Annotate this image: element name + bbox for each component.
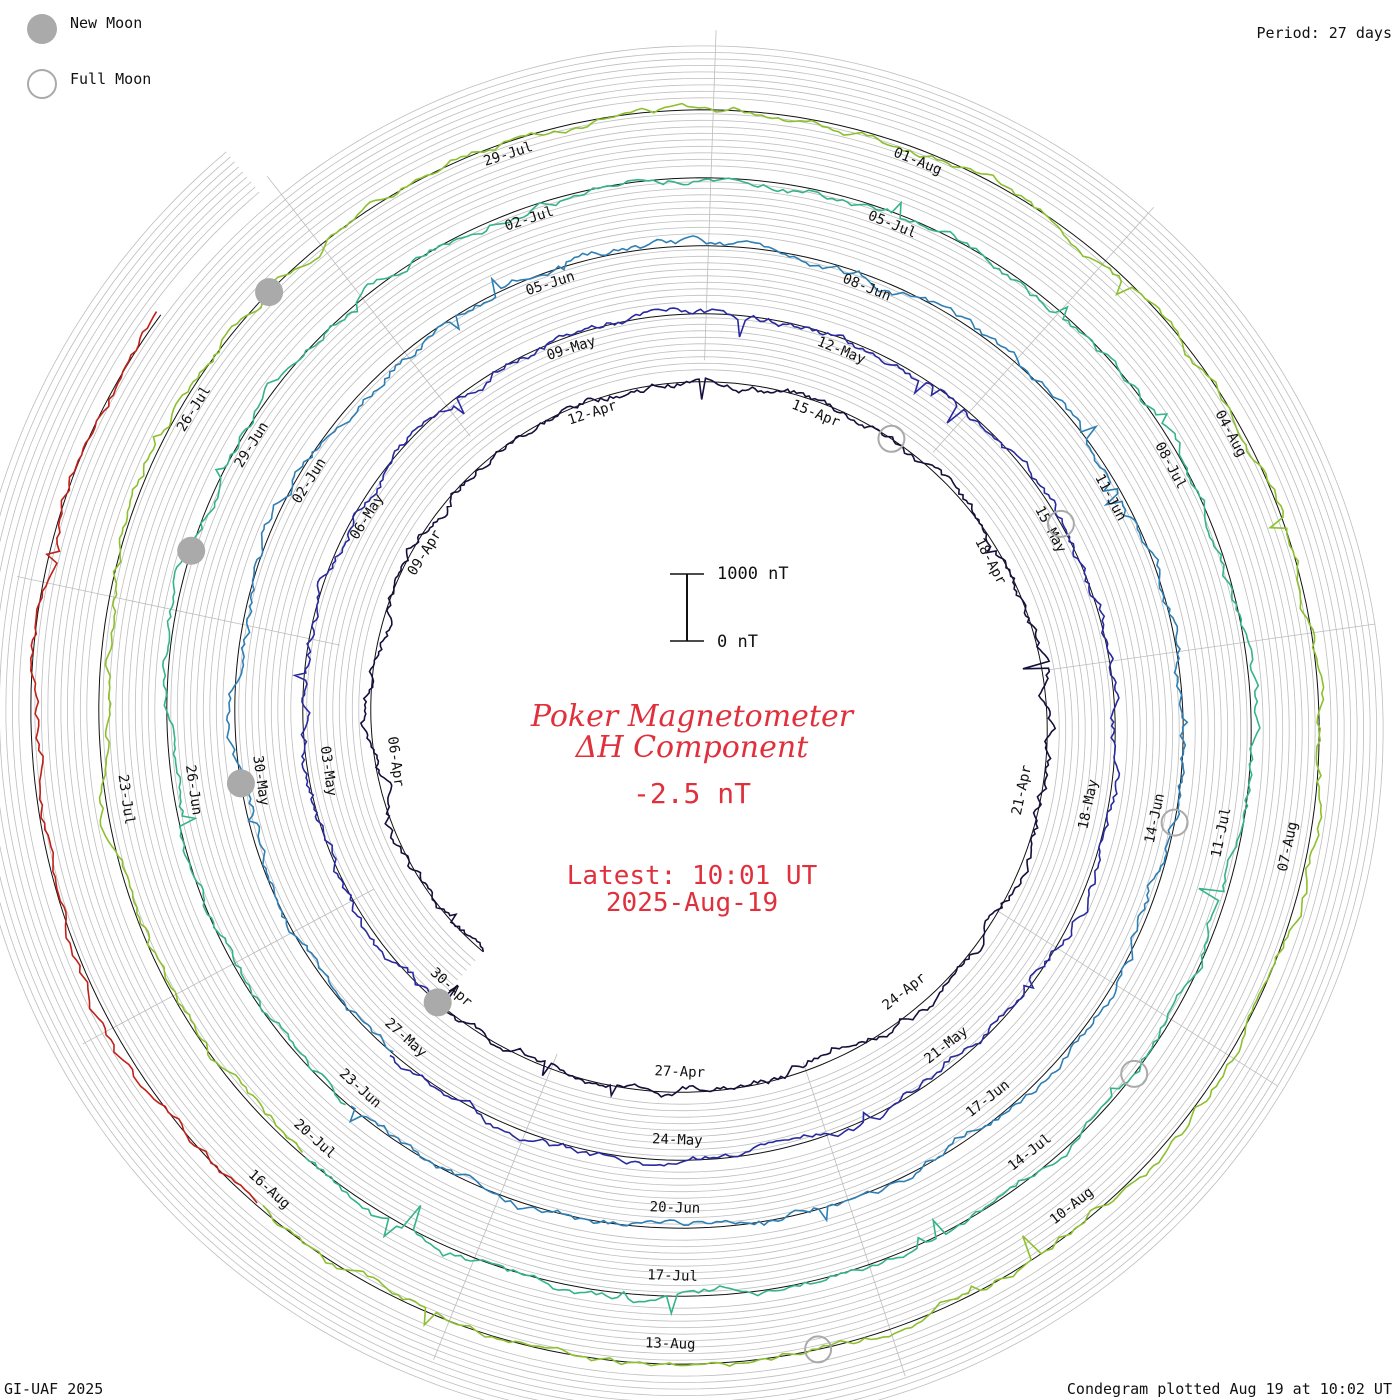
full-moon-marker [1160,808,1189,837]
date-label: 06-Apr [384,735,407,787]
grid-spiral [0,45,1384,1400]
date-label: 17-Jul [647,1267,698,1285]
date-label: 30-May [249,754,272,806]
date-label: 08-Jun [840,271,893,305]
grid-spiral [5,84,1345,1390]
new-moon-marker [226,769,255,798]
grid-spoke [16,576,340,646]
footer-plotted: Condegram plotted Aug 19 at 10:02 UT [1067,1380,1392,1398]
date-label: 13-Aug [645,1335,696,1353]
full-moon-marker [877,424,906,453]
scale-bar: 1000 nT 0 nT [670,564,789,652]
trace-5 [98,102,1325,1367]
chart-title-line2: ΔH Component [575,730,809,765]
date-label: 23-Jul [115,773,138,825]
date-label: 01-Aug [891,145,944,179]
trace-4 [161,177,1261,1317]
grid-spiral [0,71,1358,1400]
date-label: 11-Jul [1208,806,1234,859]
date-label: 27-Apr [654,1063,705,1081]
full-moon-marker [1120,1059,1149,1088]
new-moon-legend-label: New Moon [70,14,142,32]
new-moon-marker [255,278,284,307]
new-moon-marker [177,536,206,565]
grid-spoke [704,30,717,361]
date-label: 12-Apr [566,398,619,429]
grid-spoke [1048,623,1376,671]
footer-credit: GI-UAF 2025 [4,1380,103,1398]
full-moon-legend-icon [27,69,57,99]
date-label: 03-May [317,745,340,797]
scale-top-label: 1000 nT [717,564,789,584]
grid-layer [0,30,1384,1400]
new-moon-marker [423,988,452,1017]
grid-spiral [0,58,1371,1400]
grid-spoke [997,910,1278,1086]
grid-spiral [18,97,1332,1377]
chart-title-line1: Poker Magnetometer [530,699,855,734]
date-label: 24-May [652,1131,703,1149]
date-label: 29-Jul [482,139,535,170]
date-label: 15-Apr [789,397,842,431]
trace-1 [359,377,1057,1099]
date-label: 24-Apr [879,970,929,1014]
legend: New Moon Full Moon [27,14,151,99]
period-label: Period: 27 days [1257,24,1392,42]
date-label: 14-Jun [1142,792,1168,845]
grid-spoke [266,176,471,437]
trace-6 [29,311,258,1204]
date-label: 02-Jul [503,204,556,235]
date-label: 12-May [815,334,868,368]
trace-3 [225,235,1189,1227]
date-label: 07-Aug [1275,820,1301,873]
moon-markers [177,278,1189,1364]
grid-spoke [82,888,375,1045]
latest-date: 2025-Aug-19 [606,888,778,918]
date-label: 26-Jun [182,764,205,816]
date-label: 09-May [545,333,598,364]
full-moon-marker [804,1335,833,1364]
date-label: 18-May [1075,778,1101,831]
current-value: -2.5 nT [633,777,751,810]
grid-spiral [0,78,1351,1397]
grid-spoke [433,1053,558,1360]
grid-spiral [0,51,1377,1400]
magnetometer-traces [29,102,1325,1367]
date-label: 21-Apr [1009,764,1035,817]
trace-2 [292,307,1121,1167]
grid-spoke [932,206,1154,453]
full-moon-marker [1046,509,1075,538]
grid-spoke [802,1062,906,1377]
full-moon-legend-label: Full Moon [70,70,151,88]
grid-spiral [0,64,1364,1400]
date-label: 20-Jun [649,1199,700,1217]
scale-bottom-label: 0 nT [717,632,758,652]
new-moon-legend-icon [27,14,57,44]
grid-spiral [12,90,1338,1384]
latest-time: Latest: 10:01 UT [567,861,818,891]
